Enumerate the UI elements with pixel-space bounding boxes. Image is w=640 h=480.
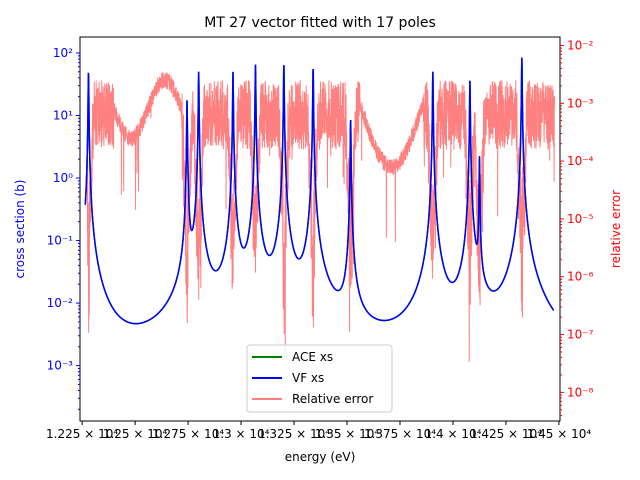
x-tick-label: 1.325 × 10⁴ [258, 427, 330, 441]
plot-frame [79, 36, 561, 422]
series-layer [84, 57, 556, 363]
legend-label-relative-error: Relative error [292, 392, 373, 406]
right-axis-label: relative error [609, 190, 623, 268]
left-tick-label: 10⁻² [47, 296, 74, 310]
legend: ACE xs VF xs Relative error [246, 344, 393, 413]
x-tick-label: 1.45 × 10⁴ [527, 427, 592, 441]
x-tick-label: 1.375 × 10⁴ [364, 427, 436, 441]
legend-label-vf-xs: VF xs [292, 371, 324, 385]
x-tick-label: 1.275 × 10⁴ [152, 427, 224, 441]
legend-box [246, 344, 393, 413]
left-tick-label: 10⁰ [53, 171, 73, 185]
x-tick-label: 1.425 × 10⁴ [470, 427, 542, 441]
left-tick-label: 10⁻³ [47, 359, 74, 373]
right-axis-ticks: 10⁻⁸ 10⁻⁷ 10⁻⁶ 10⁻⁵ 10⁻⁴ 10⁻³ 10⁻² [560, 38, 594, 416]
right-tick-label: 10⁻⁵ [567, 212, 594, 226]
left-axis-label: cross section (b) [13, 180, 27, 279]
x-axis-label: energy (eV) [285, 450, 356, 464]
x-tick-label: 1.225 × 10⁴ [46, 427, 118, 441]
left-axis-ticks: 10⁻³ 10⁻² 10⁻¹ 10⁰ 10¹ 10² [47, 46, 80, 410]
right-tick-label: 10⁻⁸ [567, 385, 594, 399]
series-line-vf-xs [84, 57, 555, 325]
right-tick-label: 10⁻⁴ [567, 154, 594, 168]
x-tick-label: 1.25 × 10⁴ [103, 427, 168, 441]
left-tick-label: 10⁻¹ [47, 234, 74, 248]
left-tick-label: 10² [53, 46, 73, 60]
legend-label-ace-xs: ACE xs [292, 350, 333, 364]
series-line-relative-error [86, 72, 556, 363]
x-tick-label: 1.4 × 10⁴ [425, 427, 482, 441]
x-tick-label: 1.35 × 10⁴ [315, 427, 380, 441]
right-tick-label: 10⁻³ [567, 96, 594, 110]
chart-title: MT 27 vector fitted with 17 poles [204, 15, 436, 31]
right-tick-label: 10⁻⁷ [567, 328, 594, 342]
right-tick-label: 10⁻⁶ [567, 270, 594, 284]
left-tick-label: 10¹ [53, 108, 73, 122]
x-tick-label: 1.3 × 10⁴ [213, 427, 270, 441]
right-tick-label: 10⁻² [567, 38, 594, 52]
